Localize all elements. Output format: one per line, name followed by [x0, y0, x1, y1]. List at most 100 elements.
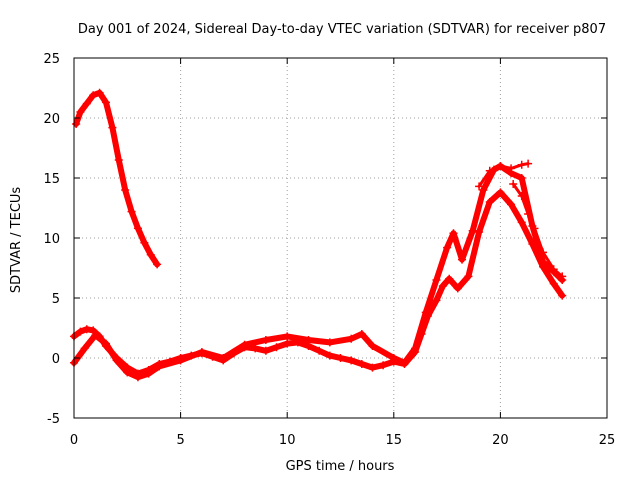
data-point-track-a — [89, 91, 98, 100]
data-point-track-a — [121, 186, 130, 194]
data-point-track-c — [517, 174, 526, 182]
data-point-track-e — [539, 248, 548, 257]
data-point-track-a — [146, 250, 155, 259]
data-point-track-b — [558, 291, 567, 300]
data-point-track-a — [76, 108, 85, 116]
data-point-track-c — [539, 258, 548, 266]
axis-ticks: 0 5 10 15 20 25 -5 0 5 10 15 20 25 — [43, 52, 615, 448]
data-point-track-c — [357, 330, 366, 338]
data-point-track-c — [432, 276, 441, 284]
data-point-track-e — [524, 210, 533, 218]
y-axis-label: SDTVAR / TECUs — [9, 187, 24, 294]
data-point-track-b — [453, 284, 462, 293]
data-point-track-e — [530, 224, 539, 233]
y-tick-label: 20 — [43, 112, 60, 127]
data-point-track-d — [496, 162, 505, 170]
data-point-track-c — [240, 340, 249, 349]
data-point-track-c — [283, 332, 292, 341]
data-point-track-a — [101, 98, 110, 107]
data-point-track-c — [261, 336, 270, 344]
data-point-track-a — [153, 260, 162, 269]
data-point-track-b — [507, 200, 516, 209]
data-point-track-c — [458, 255, 467, 264]
data-point-track-d — [517, 160, 526, 169]
data-point-track-a — [82, 99, 91, 108]
data-point-track-c — [219, 354, 228, 362]
data-point-track-a — [140, 238, 149, 247]
data-point-track-c — [304, 336, 313, 344]
data-point-track-b — [336, 354, 345, 362]
data-point-track-c — [468, 226, 477, 235]
data-point-track-c — [112, 356, 121, 365]
series-line-track-a — [73, 89, 161, 268]
data-point-track-b — [549, 279, 558, 288]
data-point-track-b — [347, 356, 356, 365]
data-point-track-c — [443, 243, 452, 252]
data-point-track-c — [80, 344, 89, 353]
x-tick-label: 20 — [492, 433, 509, 448]
data-point-track-b — [89, 326, 98, 335]
data-point-track-b — [464, 272, 473, 281]
y-tick-label: 25 — [43, 52, 60, 67]
data-point-track-c — [197, 348, 206, 356]
data-point-track-c — [400, 358, 409, 367]
data-point-track-e — [549, 265, 558, 274]
data-point-track-d — [507, 164, 516, 173]
data-point-track-a — [114, 156, 123, 164]
data-point-track-b — [496, 188, 505, 197]
data-point-track-b — [76, 327, 85, 336]
data-point-track-c — [479, 186, 488, 194]
data-series — [70, 88, 567, 382]
y-tick-label: 5 — [52, 292, 60, 307]
x-tick-label: 25 — [599, 433, 616, 448]
data-point-track-b — [261, 346, 270, 355]
chart-title: Day 001 of 2024, Sidereal Day-to-day VTE… — [78, 22, 606, 37]
data-point-track-b — [325, 351, 334, 360]
x-tick-label: 10 — [279, 433, 296, 448]
data-point-track-b — [368, 363, 377, 372]
data-point-track-b — [379, 361, 388, 370]
data-point-track-b — [432, 296, 441, 305]
data-point-track-d — [475, 182, 484, 191]
data-point-track-b — [475, 228, 484, 236]
data-point-track-c — [411, 344, 420, 353]
x-tick-label: 5 — [176, 433, 184, 448]
data-point-track-c — [389, 354, 398, 362]
data-point-track-d — [524, 159, 533, 168]
data-point-track-c — [176, 356, 185, 365]
y-tick-label: 10 — [43, 232, 60, 247]
data-point-track-b — [251, 344, 260, 353]
data-point-track-b — [485, 198, 494, 206]
x-axis-label: GPS time / hours — [286, 459, 395, 474]
data-point-track-c — [101, 339, 110, 348]
data-point-track-b — [315, 346, 324, 355]
data-point-track-b — [438, 282, 447, 290]
data-point-track-e — [517, 192, 526, 200]
x-tick-label: 15 — [386, 433, 403, 448]
data-point-track-a — [72, 120, 81, 128]
data-point-track-b — [82, 325, 91, 334]
data-point-track-c — [144, 369, 153, 378]
data-point-track-c — [155, 362, 164, 371]
data-point-track-c — [133, 373, 142, 382]
data-point-track-b — [357, 360, 366, 368]
data-point-track-c — [91, 331, 100, 340]
data-point-track-b — [517, 218, 526, 227]
y-tick-label: 0 — [52, 352, 60, 367]
data-point-track-b — [272, 343, 281, 352]
y-tick-label: 15 — [43, 172, 60, 187]
data-point-track-a — [127, 207, 136, 216]
data-point-track-e — [558, 272, 567, 281]
data-point-track-c — [421, 308, 430, 317]
data-point-track-c — [325, 338, 334, 347]
data-point-track-c — [368, 342, 377, 350]
data-point-track-d — [485, 166, 494, 175]
data-point-track-c — [123, 368, 132, 377]
x-tick-label: 0 — [70, 433, 78, 448]
data-point-track-a — [95, 88, 104, 97]
data-point-track-e — [509, 180, 518, 188]
y-tick-label: -5 — [47, 412, 60, 427]
data-point-track-c — [347, 334, 356, 343]
data-point-track-b — [283, 339, 292, 348]
